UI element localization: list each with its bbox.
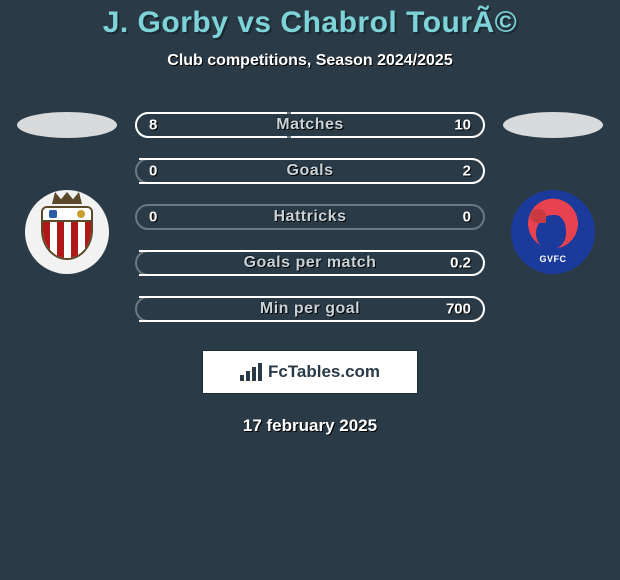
club-logo-right: GVFC [511, 190, 595, 274]
stat-row: 0 Hattricks 0 [135, 204, 485, 230]
rooster-icon [530, 209, 576, 255]
date-label: 17 february 2025 [0, 416, 620, 436]
club-logo-left [25, 190, 109, 274]
stat-label: Goals per match [244, 254, 377, 272]
bars-icon [240, 363, 262, 381]
stat-label: Matches [276, 116, 344, 134]
stat-value-right: 10 [454, 117, 471, 134]
stat-row: 0 Goals 2 [135, 158, 485, 184]
stat-row: Goals per match 0.2 [135, 250, 485, 276]
branding-badge: FcTables.com [202, 350, 418, 394]
stat-value-right: 0.2 [450, 255, 471, 272]
stat-value-right: 700 [446, 301, 471, 318]
stat-value-left: 8 [149, 117, 157, 134]
player-left-silhouette [17, 112, 117, 138]
braga-shield-icon [41, 200, 93, 264]
stat-value-left: 0 [149, 163, 157, 180]
stat-value-left: 0 [149, 209, 157, 226]
main-row: 8 Matches 10 0 Goals 2 0 Hattricks 0 Goals per ma… [0, 112, 620, 322]
stat-value-right: 2 [463, 163, 471, 180]
right-column: GVFC [503, 112, 603, 274]
stat-row: Min per goal 700 [135, 296, 485, 322]
stat-value-right: 0 [463, 209, 471, 226]
left-column [17, 112, 117, 274]
club-right-abbrev: GVFC [539, 254, 566, 264]
comparison-card: J. Gorby vs Chabrol TourÃ© Club competit… [0, 0, 620, 436]
player-right-silhouette [503, 112, 603, 138]
stat-label: Goals [287, 162, 334, 180]
stats-list: 8 Matches 10 0 Goals 2 0 Hattricks 0 Goals per ma… [135, 112, 485, 322]
page-title: J. Gorby vs Chabrol TourÃ© [0, 6, 620, 40]
branding-text: FcTables.com [268, 362, 380, 382]
stat-label: Hattricks [274, 208, 347, 226]
subtitle: Club competitions, Season 2024/2025 [0, 52, 620, 70]
stat-label: Min per goal [260, 300, 360, 318]
stat-fill-left [135, 112, 287, 138]
stat-row: 8 Matches 10 [135, 112, 485, 138]
